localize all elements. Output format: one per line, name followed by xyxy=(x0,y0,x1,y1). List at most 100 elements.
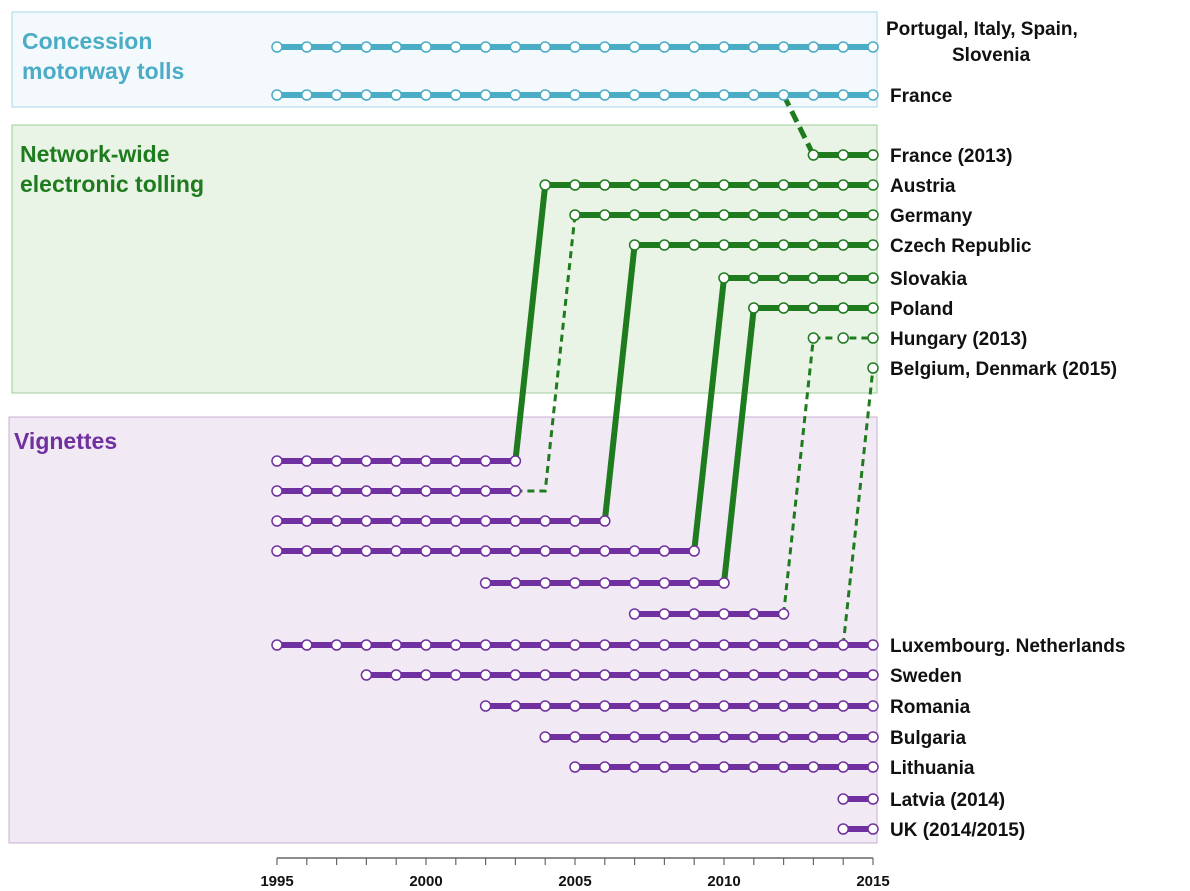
year-marker xyxy=(748,272,760,284)
year-marker xyxy=(658,761,671,773)
year-marker xyxy=(658,731,671,743)
group-title: Vignettes xyxy=(14,428,117,454)
year-marker xyxy=(599,669,611,681)
group-band xyxy=(8,416,878,844)
year-marker xyxy=(509,545,522,557)
year-marker xyxy=(479,700,492,712)
year-marker xyxy=(628,89,641,101)
year-marker xyxy=(718,41,730,53)
year-marker xyxy=(777,639,790,651)
year-marker xyxy=(748,89,760,101)
year-marker xyxy=(301,485,313,497)
year-marker xyxy=(658,639,671,651)
year-marker xyxy=(360,89,373,101)
year-marker xyxy=(718,669,730,681)
year-marker xyxy=(599,41,611,53)
year-marker xyxy=(390,485,402,497)
year-marker xyxy=(539,577,551,589)
year-marker xyxy=(450,515,462,527)
year-marker xyxy=(658,669,671,681)
year-marker xyxy=(509,669,522,681)
year-marker xyxy=(628,545,641,557)
year-marker xyxy=(867,179,879,191)
year-marker xyxy=(688,577,700,589)
year-marker xyxy=(569,89,581,101)
track-label: Czech Republic xyxy=(890,236,1032,257)
track-label: Slovakia xyxy=(890,269,968,290)
year-marker xyxy=(748,302,760,314)
year-marker xyxy=(569,639,581,651)
year-marker xyxy=(658,608,671,620)
year-marker xyxy=(420,89,432,101)
year-marker xyxy=(777,272,790,284)
year-marker xyxy=(837,149,849,161)
transition-link xyxy=(781,93,816,157)
year-marker xyxy=(837,823,849,835)
year-marker xyxy=(777,731,790,743)
track-label: Austria xyxy=(890,176,956,197)
year-marker xyxy=(867,302,879,314)
year-marker xyxy=(777,239,790,251)
transition-link xyxy=(721,307,757,584)
year-marker xyxy=(271,455,283,467)
year-marker xyxy=(777,302,790,314)
year-marker xyxy=(599,731,611,743)
group-title: electronic tolling xyxy=(20,171,204,197)
year-marker xyxy=(807,669,820,681)
year-marker xyxy=(539,700,551,712)
year-marker xyxy=(271,485,283,497)
year-marker xyxy=(718,209,730,221)
year-marker xyxy=(569,41,581,53)
year-marker xyxy=(301,455,313,467)
year-marker xyxy=(628,669,641,681)
year-marker xyxy=(271,639,283,651)
year-marker xyxy=(807,639,820,651)
year-marker xyxy=(539,639,551,651)
year-marker xyxy=(748,761,760,773)
year-marker xyxy=(867,669,879,681)
year-marker xyxy=(807,761,820,773)
year-marker xyxy=(509,89,522,101)
year-marker xyxy=(599,761,611,773)
year-marker xyxy=(688,179,700,191)
year-marker xyxy=(599,545,611,557)
x-tick-label: 2000 xyxy=(409,873,442,890)
year-marker xyxy=(688,89,700,101)
year-marker xyxy=(688,608,700,620)
year-marker xyxy=(539,515,551,527)
year-marker xyxy=(867,793,879,805)
year-marker xyxy=(390,455,402,467)
year-marker xyxy=(777,179,790,191)
year-marker xyxy=(748,239,760,251)
year-marker xyxy=(718,179,730,191)
year-marker xyxy=(867,272,879,284)
year-marker xyxy=(569,179,581,191)
year-marker xyxy=(450,485,462,497)
year-marker xyxy=(688,669,700,681)
transition-link xyxy=(601,244,638,522)
year-marker xyxy=(718,608,730,620)
group-title: motorway tolls xyxy=(22,58,184,84)
year-marker xyxy=(748,179,760,191)
transition-link xyxy=(515,214,577,493)
year-marker xyxy=(479,485,492,497)
track-label: France xyxy=(890,86,952,107)
group-band xyxy=(11,124,878,394)
year-marker xyxy=(748,700,760,712)
year-marker xyxy=(748,639,760,651)
year-marker xyxy=(748,608,760,620)
group-title: Concession xyxy=(22,28,152,54)
track-label: Slovenia xyxy=(952,45,1031,66)
year-marker xyxy=(807,332,820,344)
year-marker xyxy=(509,455,522,467)
year-marker xyxy=(837,639,849,651)
year-marker xyxy=(718,239,730,251)
year-marker xyxy=(837,669,849,681)
transition-link xyxy=(691,277,727,552)
group-band xyxy=(11,11,878,108)
year-marker xyxy=(807,179,820,191)
year-marker xyxy=(658,239,671,251)
year-marker xyxy=(748,669,760,681)
year-marker xyxy=(837,332,849,344)
year-marker xyxy=(837,731,849,743)
